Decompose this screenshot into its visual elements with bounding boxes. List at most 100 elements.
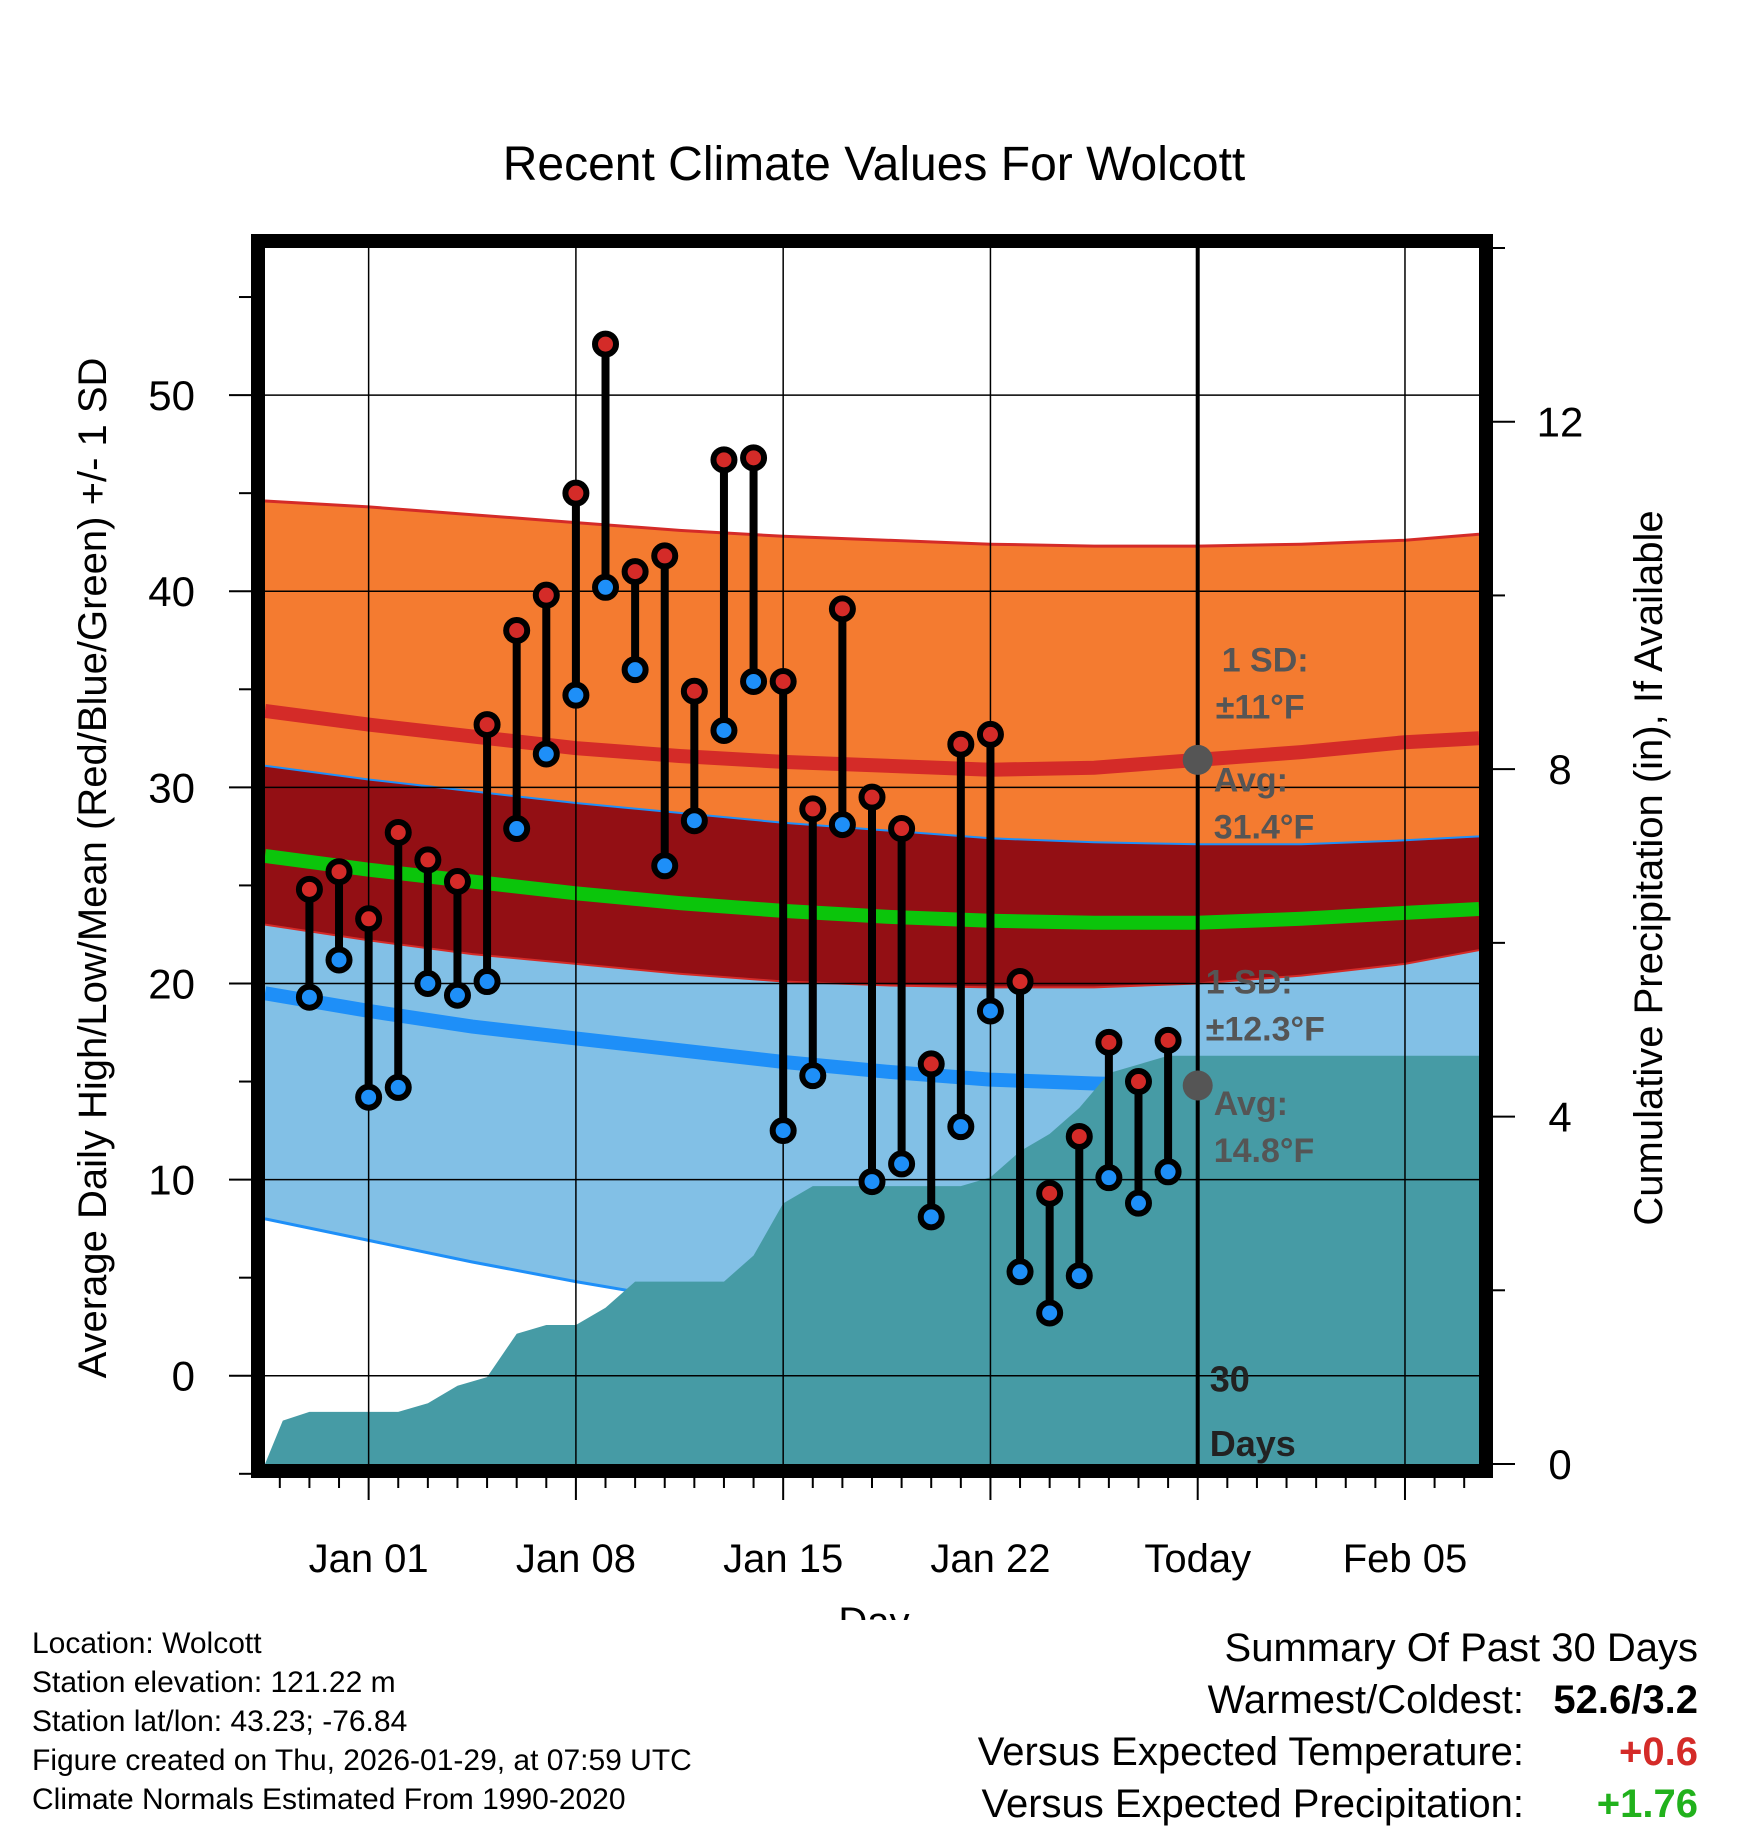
precip-departure-row: Versus Expected Precipitation: +1.76 (978, 1778, 1698, 1830)
daily-high-point (503, 616, 531, 644)
summary-panel: Summary Of Past 30 Days Warmest/Coldest:… (978, 1622, 1698, 1830)
y-tick-label: 50 (148, 372, 195, 419)
daily-low-point (1124, 1189, 1152, 1217)
daily-low-point (562, 681, 590, 709)
plot-frame (251, 234, 1493, 1478)
normal-high-line (265, 703, 1479, 777)
daily-low-point (651, 852, 679, 880)
daily-high-point (858, 783, 886, 811)
low-avg-label: Avg: (1214, 1085, 1288, 1123)
daily-high-point (532, 581, 560, 609)
daily-high-point (295, 875, 323, 903)
window-label-days: Days (1210, 1423, 1296, 1464)
daily-high-point (355, 905, 383, 933)
y-tick-label: 10 (148, 1157, 195, 1204)
station-info: Location: Wolcott Station elevation: 121… (32, 1624, 692, 1819)
daily-low-point (503, 815, 531, 843)
daily-low-point (740, 667, 768, 695)
daily-high-point (828, 595, 856, 623)
warmest-coldest-row: Warmest/Coldest: 52.6/3.2 (978, 1674, 1698, 1726)
low-sd-value: ±12.3°F (1206, 1010, 1325, 1048)
daily-high-point (325, 858, 353, 886)
normal-mean-line (265, 849, 1479, 930)
summary-title: Summary Of Past 30 Days (1224, 1626, 1698, 1670)
temp-departure-value: +0.6 (1619, 1730, 1698, 1774)
daily-high-point (740, 444, 768, 472)
latlon-text: Station lat/lon: 43.23; -76.84 (32, 1705, 408, 1738)
daily-high-point (976, 720, 1004, 748)
daily-high-point (443, 867, 471, 895)
daily-low-point (769, 1117, 797, 1145)
precip-departure-value: +1.76 (1596, 1782, 1698, 1826)
daily-low-point (355, 1083, 383, 1111)
precip-area (265, 1055, 1479, 1464)
daily-low-point (295, 983, 323, 1011)
y2-tick-label: 0 (1548, 1441, 1571, 1488)
daily-low-point (592, 573, 620, 601)
daily-high-point (769, 667, 797, 695)
y-tick-label: 20 (148, 960, 195, 1007)
daily-low-point (473, 968, 501, 996)
daily-high-point (1095, 1028, 1123, 1056)
daily-high-point (384, 818, 412, 846)
x-tick-label: Feb 05 (1343, 1537, 1468, 1581)
daily-high-point (1065, 1122, 1093, 1150)
x-tick-label: Jan 22 (930, 1537, 1050, 1581)
daily-high-point (1006, 968, 1034, 996)
created-text: Figure created on Thu, 2026-01-29, at 07… (32, 1744, 692, 1777)
elevation-text: Station elevation: 121.22 m (32, 1666, 396, 1699)
daily-low-point (1036, 1299, 1064, 1327)
today-low-avg-dot (1182, 1070, 1213, 1101)
x-tick-label: Jan 15 (723, 1537, 843, 1581)
daily-high-point (1124, 1068, 1152, 1096)
daily-low-point (799, 1062, 827, 1090)
high-avg-label: Avg: (1214, 761, 1288, 799)
y-tick-label: 40 (148, 568, 195, 615)
daily-high-point (621, 558, 649, 586)
daily-low-point (888, 1150, 916, 1178)
daily-low-point (917, 1203, 945, 1231)
warmest-coldest-label: Warmest/Coldest: (1207, 1678, 1524, 1722)
daily-high-point (592, 330, 620, 358)
daily-high-point (680, 677, 708, 705)
daily-low-point (443, 981, 471, 1009)
location-text: Location: Wolcott (32, 1627, 262, 1660)
x-tick-label: Jan 01 (309, 1537, 429, 1581)
daily-high-point (1036, 1179, 1064, 1207)
temp-departure-row: Versus Expected Temperature: +0.6 (978, 1726, 1698, 1778)
daily-low-point (325, 946, 353, 974)
daily-high-point (710, 446, 738, 474)
daily-low-point (858, 1168, 886, 1196)
x-axis-title: Day (838, 1600, 909, 1620)
daily-low-point (947, 1113, 975, 1141)
precip-departure-label: Versus Expected Precipitation: (981, 1782, 1524, 1826)
daily-high-point (888, 815, 916, 843)
y-tick-label: 30 (148, 764, 195, 811)
daily-high-point (947, 730, 975, 758)
y2-tick-label: 4 (1548, 1094, 1571, 1141)
low-sd-upper-line (265, 923, 1479, 989)
warmest-coldest-value: 52.6/3.2 (1553, 1678, 1698, 1722)
low-sd-label: 1 SD: (1206, 963, 1293, 1001)
high-sd-label: 1 SD: (1222, 642, 1309, 680)
x-tick-label: Today (1144, 1537, 1251, 1581)
low-avg-value: 14.8°F (1214, 1132, 1315, 1170)
y2-tick-label: 12 (1537, 399, 1584, 446)
daily-low-point (1065, 1262, 1093, 1290)
high-sd-value: ±11°F (1216, 689, 1305, 727)
high-avg-value: 31.4°F (1214, 808, 1315, 846)
daily-low-point (828, 811, 856, 839)
today-high-avg-dot (1182, 744, 1213, 775)
daily-low-point (532, 740, 560, 768)
daily-high-point (1154, 1026, 1182, 1054)
daily-low-point (621, 656, 649, 684)
daily-low-point (710, 716, 738, 744)
daily-low-point (1095, 1164, 1123, 1192)
daily-high-point (651, 542, 679, 570)
daily-high-point (799, 795, 827, 823)
daily-low-point (1006, 1258, 1034, 1286)
x-tick-label: Jan 08 (516, 1537, 636, 1581)
daily-low-point (414, 969, 442, 997)
y-tick-label: 0 (172, 1353, 195, 1400)
high-sd-lower-line (265, 764, 1479, 846)
